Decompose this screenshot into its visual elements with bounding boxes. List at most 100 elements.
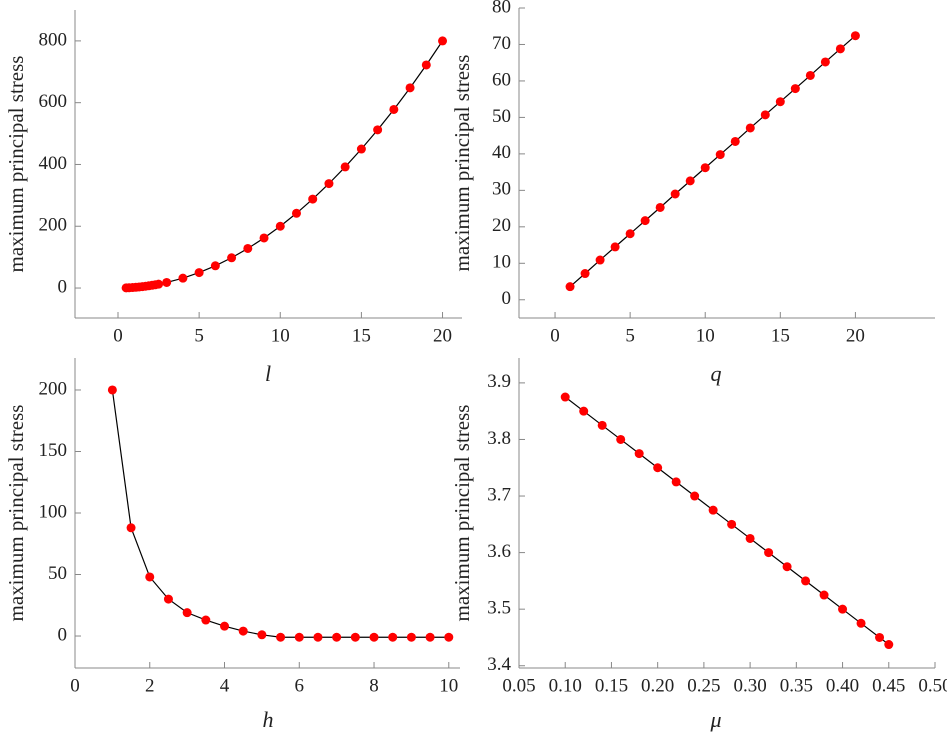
data-point — [730, 136, 740, 146]
x-tick-label: 0.35 — [780, 675, 813, 696]
x-tick-label: 0.25 — [687, 675, 720, 696]
data-point — [308, 194, 318, 204]
data-point — [126, 523, 136, 533]
y-axis-label: maximum principal stress — [4, 56, 28, 273]
y-tick-label: 3.6 — [487, 541, 511, 562]
data-point — [560, 392, 570, 402]
data-point — [727, 519, 737, 529]
x-axis-label: q — [711, 361, 722, 386]
x-tick-label: 4 — [220, 675, 230, 696]
data-point — [201, 615, 211, 625]
y-tick-label: 3.8 — [487, 428, 511, 449]
x-axis-label: μ — [709, 707, 721, 732]
data-point — [275, 221, 285, 231]
data-point — [819, 590, 829, 600]
data-point — [421, 60, 431, 70]
data-point — [154, 279, 164, 289]
y-tick-label: 800 — [39, 29, 68, 50]
data-point — [163, 594, 173, 604]
data-point — [685, 176, 695, 186]
y-tick-label: 80 — [492, 0, 511, 17]
x-axis-label: h — [263, 707, 274, 732]
data-point — [764, 548, 774, 558]
data-point — [145, 572, 155, 582]
y-tick-label: 50 — [492, 106, 511, 127]
data-point — [884, 640, 894, 650]
data-point — [700, 163, 710, 173]
data-point — [388, 632, 398, 642]
data-point — [324, 179, 334, 189]
x-tick-label: 0.15 — [595, 675, 628, 696]
y-tick-label: 200 — [39, 215, 68, 236]
x-tick-label: 10 — [439, 675, 458, 696]
y-tick-label: 20 — [492, 215, 511, 236]
x-tick-label: 0 — [550, 325, 560, 346]
data-point — [610, 242, 620, 252]
data-point — [715, 150, 725, 160]
data-point — [856, 618, 866, 628]
x-tick-label: 5 — [625, 325, 635, 346]
data-point — [405, 83, 415, 93]
data-point — [332, 632, 342, 642]
data-point — [210, 261, 220, 271]
x-tick-label: 20 — [846, 325, 865, 346]
data-point — [760, 110, 770, 120]
y-tick-label: 150 — [39, 440, 68, 461]
data-point — [182, 608, 192, 618]
x-tick-label: 15 — [771, 325, 790, 346]
x-tick-label: 6 — [295, 675, 305, 696]
y-tick-label: 200 — [39, 378, 68, 399]
y-tick-label: 3.7 — [487, 484, 511, 505]
x-tick-label: 0.40 — [826, 675, 859, 696]
data-point — [775, 97, 785, 107]
y-tick-label: 400 — [39, 153, 68, 174]
data-point — [580, 269, 590, 279]
x-tick-label: 0.30 — [733, 675, 766, 696]
data-point — [745, 123, 755, 133]
data-point — [238, 626, 248, 636]
data-line — [111, 389, 449, 638]
data-point — [294, 632, 304, 642]
data-point — [782, 562, 792, 572]
x-tick-label: 15 — [352, 325, 371, 346]
data-point — [369, 632, 379, 642]
y-axis-label: maximum principal stress — [450, 55, 474, 272]
data-point — [406, 632, 416, 642]
data-point — [350, 632, 360, 642]
data-point — [178, 273, 188, 283]
y-tick-label: 10 — [492, 252, 511, 273]
data-point — [708, 505, 718, 515]
data-point — [690, 491, 700, 501]
data-line — [126, 40, 444, 289]
y-tick-label: 600 — [39, 91, 68, 112]
y-axis-label: maximum principal stress — [450, 405, 474, 622]
data-point — [243, 243, 253, 253]
data-point — [653, 463, 663, 473]
data-point — [671, 477, 681, 487]
data-point — [597, 420, 607, 430]
data-point — [259, 233, 269, 243]
data-point — [745, 533, 755, 543]
data-point — [438, 36, 448, 46]
x-tick-label: 0 — [70, 675, 80, 696]
data-point — [616, 434, 626, 444]
data-point — [875, 632, 885, 642]
data-point — [162, 277, 172, 287]
data-point — [257, 630, 267, 640]
data-point — [595, 255, 605, 265]
data-point — [838, 604, 848, 614]
data-point — [194, 268, 204, 278]
y-tick-label: 50 — [48, 563, 67, 584]
x-tick-label: 8 — [369, 675, 379, 696]
y-tick-label: 3.4 — [487, 654, 511, 675]
data-point — [670, 189, 680, 199]
x-tick-label: 20 — [433, 325, 452, 346]
y-tick-label: 40 — [492, 142, 511, 163]
data-point — [373, 125, 383, 135]
data-point — [356, 144, 366, 154]
y-axis-label: maximum principal stress — [4, 405, 28, 622]
y-tick-label: 60 — [492, 69, 511, 90]
y-tick-label: 0 — [58, 276, 68, 297]
data-point — [640, 216, 650, 226]
